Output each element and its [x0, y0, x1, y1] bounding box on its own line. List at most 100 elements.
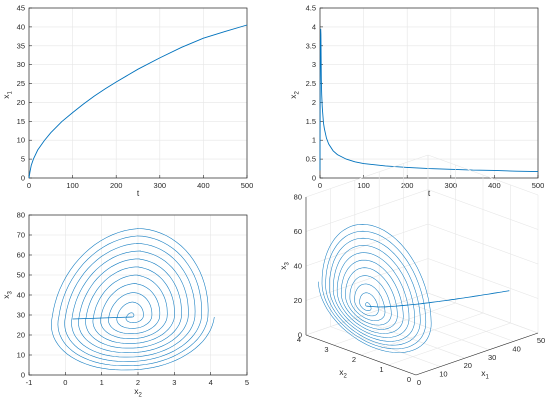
- y-tick-label: 80: [17, 211, 25, 220]
- y-tick-label: 20: [17, 331, 25, 340]
- y-tick-label: 10: [17, 136, 25, 145]
- x-tick-label: 500: [241, 181, 254, 190]
- x1-tick-label: 40: [512, 344, 520, 353]
- x1-tick-label: 50: [537, 336, 545, 345]
- x-tick-label: 200: [401, 181, 414, 190]
- x-tick-label: 3: [172, 378, 176, 387]
- y-tick-label: 10: [17, 351, 25, 360]
- y-axis-label: x3: [1, 291, 14, 299]
- grid-line-floor: [388, 322, 511, 366]
- x2-tick-label: 3: [324, 345, 328, 354]
- x-tick-label: 300: [154, 181, 167, 190]
- grid-line-wall: [305, 258, 429, 301]
- y-tick-label: 30: [17, 311, 25, 320]
- x1-axis: [415, 332, 539, 376]
- x-tick-label: 0: [318, 181, 322, 190]
- series-line: [319, 28, 539, 173]
- x-tick-label: 0: [63, 378, 67, 387]
- y-tick-label: 4.5: [306, 4, 316, 13]
- x-tick-label: 400: [197, 181, 210, 190]
- plot-x1-vs-t: 0 100 200 300 400 500 0 5 10 15 20 25 30 35 40 45 t x1: [1, 4, 253, 199]
- x1-tick-label: 10: [439, 370, 447, 379]
- x2-tick-label: 0: [407, 375, 411, 384]
- x-tick-label: 400: [488, 181, 501, 190]
- grid-line-wall: [427, 189, 539, 230]
- x-tick-label: 0: [27, 181, 31, 190]
- x3-tick-label: 0: [298, 331, 302, 340]
- y-tick-label: 0: [312, 174, 316, 183]
- y-axis-label: x1: [1, 91, 14, 99]
- y-tick-label: 0: [21, 174, 25, 183]
- grid-line-wall: [427, 223, 539, 265]
- y-tick-label: 3.5: [306, 41, 316, 50]
- x1-tick-label: 20: [464, 361, 472, 370]
- grid-line-wall: [427, 258, 539, 299]
- y-tick-label: 45: [17, 4, 25, 13]
- y-tick-label: 35: [17, 41, 25, 50]
- x-tick-label: 300: [445, 181, 458, 190]
- trajectory-3d: [318, 224, 432, 353]
- y-tick-label: 2: [312, 98, 316, 107]
- y-tick-label: 1.5: [306, 117, 316, 126]
- axes-box: [28, 7, 248, 179]
- x-tick-label: -1: [26, 378, 33, 387]
- y-tick-label: 40: [17, 291, 25, 300]
- y-tick-label: 60: [17, 251, 25, 260]
- y-tick-label: 3: [312, 60, 316, 69]
- x2-tick-label: 2: [352, 355, 356, 364]
- x-axis-label: x2: [134, 386, 142, 399]
- grid: [319, 7, 539, 179]
- y-tick-label: 5: [21, 155, 25, 164]
- series-line: [28, 24, 248, 179]
- grid-line-wall: [305, 154, 429, 198]
- x2-tick-label: 4: [297, 335, 301, 344]
- x2-axis: [305, 334, 417, 376]
- y-tick-label: 40: [17, 22, 25, 31]
- grid-line-wall: [427, 154, 539, 196]
- x3-tick-label: 80: [294, 193, 302, 202]
- y-axis-label: x2: [288, 91, 301, 99]
- x1-tick-label: 30: [488, 353, 496, 362]
- x-tick-label: 100: [66, 181, 79, 190]
- grid-line-wall: [305, 223, 429, 267]
- grid: [28, 7, 248, 179]
- trajectory-tail: [366, 290, 510, 308]
- y-tick-label: 4: [312, 22, 316, 31]
- x-axis-label: t: [428, 188, 431, 198]
- grid-line-floor: [360, 312, 484, 356]
- x-tick-label: 100: [357, 181, 370, 190]
- y-tick-label: 0.5: [306, 155, 316, 164]
- spiral-trajectory: [50, 228, 215, 371]
- y-tick-label: 30: [17, 60, 25, 69]
- y-tick-label: 15: [17, 117, 25, 126]
- y-tick-label: 2.5: [306, 79, 316, 88]
- x1-axis-label: x1: [481, 368, 489, 381]
- y-tick-label: 0: [21, 371, 25, 380]
- x2-axis-label: x2: [339, 367, 347, 380]
- y-tick-label: 25: [17, 79, 25, 88]
- y-tick-label: 50: [17, 271, 25, 280]
- x-axis-label: t: [137, 188, 140, 198]
- x-tick-label: 2: [136, 378, 140, 387]
- transient-line: [72, 316, 133, 320]
- x1-tick-label: 0: [417, 378, 421, 387]
- grid-line-wall: [427, 292, 539, 334]
- x2-tick-label: 1: [379, 365, 383, 374]
- x-tick-label: 200: [110, 181, 123, 190]
- x3-tick-label: 20: [294, 296, 302, 305]
- x3-axis-label: x3: [278, 262, 291, 270]
- y-tick-label: 20: [17, 98, 25, 107]
- y-tick-label: 70: [17, 231, 25, 240]
- x-tick-label: 500: [532, 181, 545, 190]
- y-tick-label: 1: [312, 136, 316, 145]
- x-tick-label: 4: [209, 378, 213, 387]
- x3-tick-label: 60: [294, 227, 302, 236]
- x-tick-label: 5: [245, 378, 249, 387]
- x-tick-label: 1: [100, 378, 104, 387]
- x3-tick-label: 40: [294, 262, 302, 271]
- grid-line-wall: [305, 292, 429, 336]
- axes-box: [319, 7, 539, 179]
